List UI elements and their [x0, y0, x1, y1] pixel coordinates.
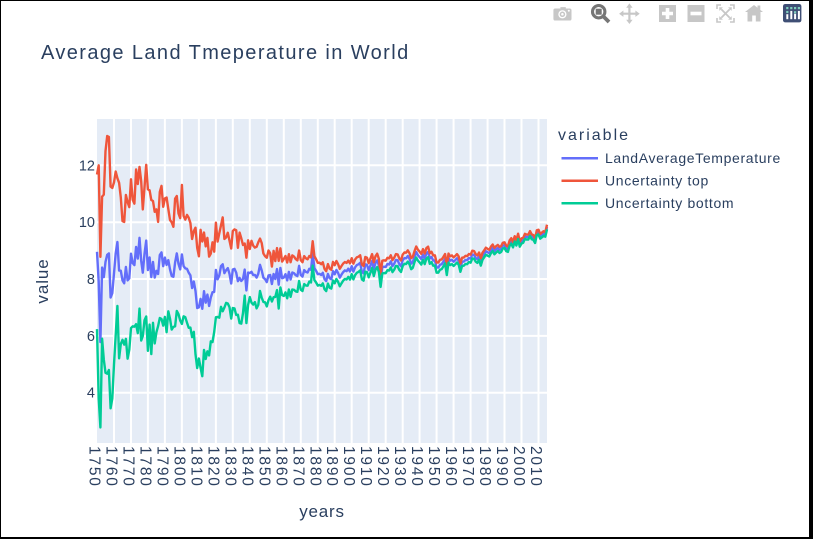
svg-text:variable: variable — [558, 127, 630, 144]
svg-text:1900: 1900 — [340, 446, 357, 488]
svg-text:1990: 1990 — [493, 446, 510, 488]
svg-text:2010: 2010 — [527, 446, 544, 488]
svg-text:1920: 1920 — [374, 446, 391, 488]
svg-text:1850: 1850 — [255, 446, 272, 488]
svg-text:Average Land Tmeperature in Wo: Average Land Tmeperature in World — [41, 42, 410, 64]
svg-text:1810: 1810 — [187, 446, 204, 488]
svg-text:1860: 1860 — [272, 446, 289, 488]
svg-text:LandAverageTemperature: LandAverageTemperature — [605, 150, 781, 166]
svg-text:1930: 1930 — [391, 446, 408, 488]
svg-text:1760: 1760 — [103, 446, 120, 488]
svg-text:12: 12 — [79, 158, 95, 174]
svg-text:Uncertainty bottom: Uncertainty bottom — [605, 195, 734, 211]
svg-text:1880: 1880 — [306, 446, 323, 488]
svg-text:10: 10 — [79, 215, 95, 231]
svg-text:1830: 1830 — [221, 446, 238, 488]
svg-text:1790: 1790 — [153, 446, 170, 488]
svg-text:years: years — [299, 502, 345, 521]
svg-text:6: 6 — [87, 329, 95, 345]
svg-text:Uncertainty top: Uncertainty top — [605, 173, 709, 189]
svg-text:1840: 1840 — [238, 446, 255, 488]
svg-text:1970: 1970 — [459, 446, 476, 488]
svg-text:1870: 1870 — [289, 446, 306, 488]
svg-text:value: value — [33, 258, 52, 303]
svg-text:2000: 2000 — [510, 446, 527, 488]
svg-text:1800: 1800 — [170, 446, 187, 488]
svg-text:8: 8 — [87, 272, 95, 288]
svg-text:4: 4 — [87, 386, 95, 402]
svg-text:1950: 1950 — [425, 446, 442, 488]
svg-text:1910: 1910 — [357, 446, 374, 488]
svg-text:1890: 1890 — [323, 446, 340, 488]
svg-text:1980: 1980 — [476, 446, 493, 488]
svg-text:1940: 1940 — [408, 446, 425, 488]
svg-text:1770: 1770 — [120, 446, 137, 488]
svg-text:1780: 1780 — [136, 446, 153, 488]
svg-text:1750: 1750 — [86, 446, 103, 488]
svg-text:1960: 1960 — [442, 446, 459, 488]
svg-text:1820: 1820 — [204, 446, 221, 488]
